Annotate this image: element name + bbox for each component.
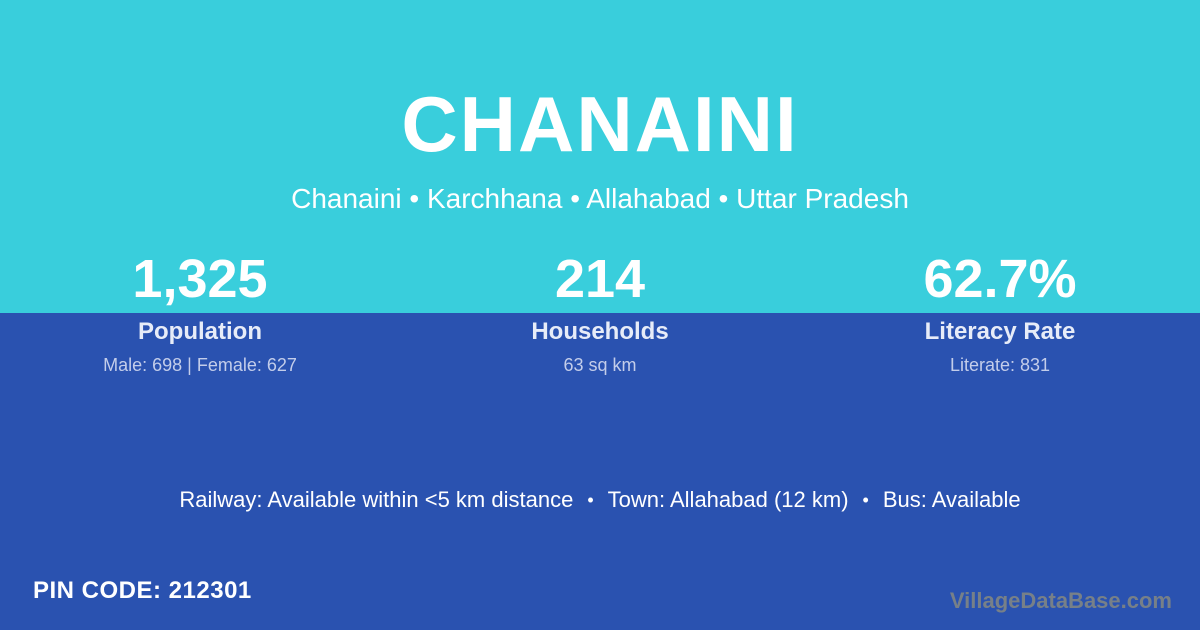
literacy-detail: Literate: 831 bbox=[949, 355, 1051, 375]
pin-code: PIN CODE: 212301 bbox=[33, 577, 252, 604]
watermark-brand: VillageDataBase.com bbox=[949, 588, 1172, 613]
stat-households: 214 Households 63 sq km bbox=[400, 245, 800, 377]
stat-population: 1,325 Population Male: 698 | Female: 627 bbox=[0, 245, 400, 377]
bullet-separator: • bbox=[587, 490, 594, 510]
bus-info: Bus: Available bbox=[882, 487, 1021, 512]
railway-info: Railway: Available within <5 km distance bbox=[179, 487, 574, 512]
literacy-value: 62.7% bbox=[923, 249, 1077, 309]
population-label: Population bbox=[138, 318, 262, 345]
amenities-line: Railway: Available within <5 km distance… bbox=[0, 486, 1200, 514]
bullet-separator: • bbox=[862, 490, 869, 510]
households-value: 214 bbox=[554, 249, 646, 309]
population-value: 1,325 bbox=[132, 249, 268, 309]
households-label: Households bbox=[531, 318, 669, 345]
population-detail: Male: 698 | Female: 627 bbox=[103, 355, 297, 375]
location-breadcrumb: Chanaini • Karchhana • Allahabad • Uttar… bbox=[291, 183, 909, 214]
literacy-label: Literacy Rate bbox=[924, 318, 1076, 345]
bottom-background-panel bbox=[0, 313, 1200, 630]
stats-row: 1,325 Population Male: 698 | Female: 627… bbox=[0, 245, 1200, 377]
households-detail: 63 sq km bbox=[563, 355, 637, 375]
village-title: CHANAINI bbox=[401, 80, 799, 168]
stat-literacy: 62.7% Literacy Rate Literate: 831 bbox=[800, 245, 1200, 377]
town-info: Town: Allahabad (12 km) bbox=[607, 487, 849, 512]
